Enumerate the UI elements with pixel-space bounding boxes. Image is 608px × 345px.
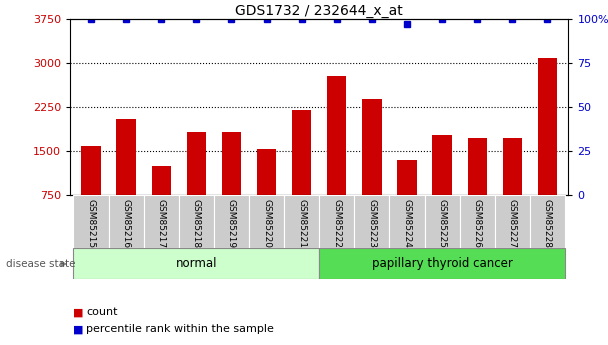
Bar [214, 195, 249, 248]
Text: GSM85222: GSM85222 [332, 199, 341, 248]
Bar [495, 195, 530, 248]
Text: normal: normal [176, 257, 217, 270]
Text: ■: ■ [73, 325, 83, 334]
Bar [117, 119, 136, 195]
Bar [319, 195, 354, 248]
Text: GSM85224: GSM85224 [402, 199, 412, 248]
Text: GSM85215: GSM85215 [86, 199, 95, 248]
Bar [109, 195, 143, 248]
Bar [74, 248, 319, 279]
Text: GSM85226: GSM85226 [472, 199, 482, 248]
Text: GSM85219: GSM85219 [227, 199, 236, 248]
Bar [179, 195, 214, 248]
Bar [151, 166, 171, 195]
Text: GSM85218: GSM85218 [192, 199, 201, 248]
Bar [187, 132, 206, 195]
Text: GSM85228: GSM85228 [543, 199, 552, 248]
Bar [537, 58, 557, 195]
Text: GSM85225: GSM85225 [438, 199, 447, 248]
Text: ■: ■ [73, 307, 83, 317]
Bar [460, 195, 495, 248]
Bar [319, 248, 565, 279]
Text: percentile rank within the sample: percentile rank within the sample [86, 325, 274, 334]
Text: count: count [86, 307, 118, 317]
Bar [74, 195, 109, 248]
Bar [424, 195, 460, 248]
Bar [362, 99, 382, 195]
Bar [81, 146, 101, 195]
Bar [327, 76, 347, 195]
Bar [257, 149, 276, 195]
Text: GSM85216: GSM85216 [122, 199, 131, 248]
Bar [249, 195, 284, 248]
Bar [468, 138, 487, 195]
Bar [222, 132, 241, 195]
Bar [530, 195, 565, 248]
Text: GSM85223: GSM85223 [367, 199, 376, 248]
Title: GDS1732 / 232644_x_at: GDS1732 / 232644_x_at [235, 4, 403, 18]
Bar [292, 110, 311, 195]
Bar [354, 195, 389, 248]
Text: GSM85221: GSM85221 [297, 199, 306, 248]
Text: GSM85227: GSM85227 [508, 199, 517, 248]
Bar [389, 195, 424, 248]
Text: GSM85217: GSM85217 [157, 199, 166, 248]
Text: papillary thyroid cancer: papillary thyroid cancer [371, 257, 513, 270]
Text: disease state: disease state [6, 259, 75, 269]
Bar [143, 195, 179, 248]
Bar [503, 138, 522, 195]
Bar [432, 135, 452, 195]
Bar [397, 160, 416, 195]
Text: GSM85220: GSM85220 [262, 199, 271, 248]
Bar [284, 195, 319, 248]
